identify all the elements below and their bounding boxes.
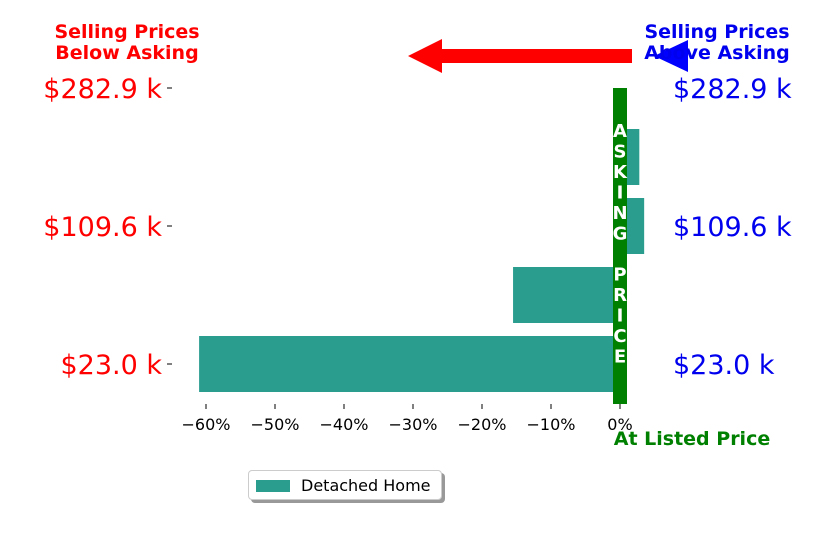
x-tick-label-1: −50%: [251, 415, 300, 434]
asking-price-letter-2: K: [613, 162, 628, 183]
x-tick-label-0: −60%: [182, 415, 231, 434]
bar-0: [199, 336, 620, 392]
y-tick-label-right-1: $109.6 k: [673, 212, 792, 243]
legend-swatch-detached-home: [256, 480, 290, 492]
x-tick-label-4: −20%: [458, 415, 507, 434]
x-tick-label-5: −10%: [527, 415, 576, 434]
y-tick-label-left-1: $109.6 k: [43, 212, 162, 243]
asking-price-line: [613, 88, 627, 404]
legend: Detached Home: [248, 470, 442, 500]
x-tick-label-2: −40%: [320, 415, 369, 434]
y-tick-label-left-2: $282.9 k: [43, 74, 162, 105]
annotation-above-asking-1: Above Asking: [644, 42, 790, 64]
annotation-below-asking-0: Selling Prices: [54, 21, 199, 43]
asking-price-letter-8: R: [613, 285, 627, 306]
x-tick-label-3: −30%: [389, 415, 438, 434]
y-tick-label-right-0: $23.0 k: [673, 350, 775, 381]
asking-price-letter-10: C: [613, 326, 626, 347]
bar-1: [513, 267, 620, 323]
y-tick-label-right-2: $282.9 k: [673, 74, 792, 105]
asking-price-letter-9: I: [617, 306, 624, 327]
asking-price-letter-3: I: [617, 183, 624, 204]
annotation-at-listed-price: At Listed Price: [614, 428, 770, 450]
asking-price-letter-5: G: [613, 224, 628, 245]
legend-label-detached-home: Detached Home: [301, 476, 431, 495]
asking-price-letter-7: P: [613, 265, 626, 286]
asking-price-letter-4: N: [612, 203, 627, 224]
x-tick-label-6: 0%: [607, 415, 632, 434]
annotation-above-asking-0: Selling Prices: [644, 21, 789, 43]
arrow-right-icon: [654, 40, 688, 72]
asking-price-letter-0: A: [613, 121, 627, 142]
asking-price-letter-11: E: [614, 347, 626, 368]
y-tick-label-left-0: $23.0 k: [60, 350, 162, 381]
annotation-below-asking-1: Below Asking: [55, 42, 198, 64]
asking-price-letter-1: S: [614, 142, 627, 163]
arrow-left-icon: [408, 39, 632, 73]
